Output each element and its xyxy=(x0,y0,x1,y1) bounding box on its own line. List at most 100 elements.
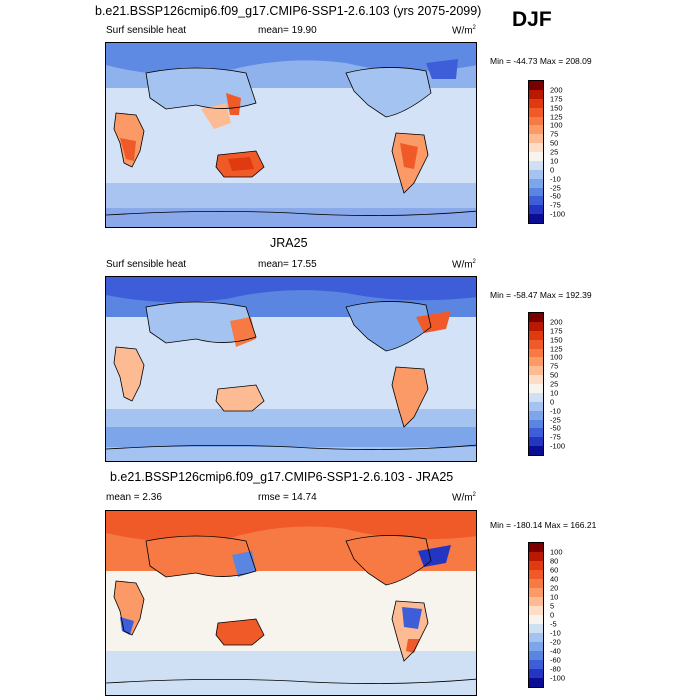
panel2-mean-label: mean= 17.55 xyxy=(258,259,317,270)
colorbar-cell xyxy=(529,579,543,588)
colorbar-tick-label: 100 xyxy=(550,120,563,130)
colorbar-cell xyxy=(529,375,543,384)
panel2-variable-label: Surf sensible heat xyxy=(106,259,187,270)
colorbar-cell xyxy=(529,401,543,411)
colorbar-tick-label: -50 xyxy=(550,423,561,433)
panel2-minmax: Min = -58.47 Max = 192.39 xyxy=(490,290,592,300)
colorbar-tick-label: -10 xyxy=(550,628,561,638)
panel2-map xyxy=(105,276,477,462)
panel1-map xyxy=(105,42,477,228)
colorbar-cell xyxy=(529,169,543,179)
panel3-mean-label: mean = 2.36 xyxy=(106,492,162,503)
panel1-minmax: Min = -44.73 Max = 208.09 xyxy=(490,56,592,66)
panel3-title: b.e21.BSSP126cmip6.f09_g17.CMIP6-SSP1-2.… xyxy=(110,470,454,484)
colorbar-cell xyxy=(529,125,543,135)
panel1-mean-label: mean= 19.90 xyxy=(258,25,317,36)
colorbar-tick-label: 125 xyxy=(550,111,563,121)
colorbar-tick-label: -25 xyxy=(550,182,561,192)
colorbar-tick-label: 175 xyxy=(550,94,563,103)
panel1-colorbar xyxy=(528,80,544,224)
colorbar-tick-label: 50 xyxy=(550,138,559,148)
colorbar-cell xyxy=(529,81,543,90)
colorbar-tick-label: 50 xyxy=(550,370,559,380)
colorbar-tick-label: 75 xyxy=(550,361,559,371)
colorbar-cell xyxy=(529,116,543,126)
colorbar-cell xyxy=(529,561,543,570)
colorbar-cell xyxy=(529,178,543,188)
colorbar-cell xyxy=(529,669,543,678)
colorbar-tick-label: 150 xyxy=(550,334,563,344)
colorbar-tick-label: 200 xyxy=(550,85,563,95)
panel2-units: W/m2 xyxy=(452,259,476,271)
colorbar-cell xyxy=(529,633,543,642)
colorbar-tick-label: 150 xyxy=(550,102,563,112)
colorbar-cell xyxy=(529,678,543,687)
panel1-variable-label: Surf sensible heat xyxy=(106,25,187,36)
colorbar-cell xyxy=(529,187,543,197)
colorbar-cell xyxy=(529,366,543,376)
colorbar-tick-label: 100 xyxy=(550,352,563,362)
colorbar-tick-label: 200 xyxy=(550,317,563,327)
colorbar-cell xyxy=(529,660,543,669)
colorbar-cell xyxy=(529,321,543,331)
colorbar-cell xyxy=(529,348,543,358)
colorbar-tick-label: -100 xyxy=(550,441,566,451)
colorbar-cell xyxy=(529,597,543,606)
colorbar-cell xyxy=(529,428,543,438)
colorbar-tick-label: 125 xyxy=(550,343,563,353)
colorbar-tick-label: -60 xyxy=(550,655,561,665)
colorbar-cell xyxy=(529,552,543,561)
colorbar-tick-label: -80 xyxy=(550,664,561,674)
colorbar-tick-label: 75 xyxy=(550,129,559,139)
colorbar-cell xyxy=(529,615,543,624)
colorbar-cell xyxy=(529,152,543,161)
colorbar-tick-label: 175 xyxy=(550,326,563,335)
colorbar-cell xyxy=(529,624,543,633)
panel3-colorbar xyxy=(528,542,544,688)
colorbar-tick-label: -100 xyxy=(550,209,566,219)
colorbar-cell xyxy=(529,437,543,447)
colorbar-tick-label: 100 xyxy=(550,547,563,557)
colorbar-tick-label: 80 xyxy=(550,556,559,566)
colorbar-tick-label: 25 xyxy=(550,379,559,389)
colorbar-cell xyxy=(529,543,543,552)
colorbar-tick-label: 60 xyxy=(550,565,559,575)
panel2-colorbar xyxy=(528,312,544,456)
colorbar-tick-label: -20 xyxy=(550,637,561,647)
colorbar-cell xyxy=(529,160,543,170)
colorbar-cell xyxy=(529,410,543,420)
colorbar-cell xyxy=(529,570,543,579)
panel2-title: JRA25 xyxy=(270,236,308,250)
panel3-rmse-label: rmse = 14.74 xyxy=(258,492,317,503)
colorbar-cell xyxy=(529,330,543,340)
colorbar-tick-label: -75 xyxy=(550,432,561,442)
colorbar-tick-label: -100 xyxy=(550,673,566,683)
colorbar-tick-label: 5 xyxy=(550,601,555,611)
colorbar-tick-label: 25 xyxy=(550,147,559,157)
colorbar-cell xyxy=(529,134,543,144)
season-label: DJF xyxy=(512,8,552,31)
colorbar-cell xyxy=(529,107,543,117)
colorbar-tick-label: 0 xyxy=(550,610,555,620)
colorbar-cell xyxy=(529,588,543,597)
colorbar-cell xyxy=(529,98,543,108)
colorbar-tick-label: 10 xyxy=(550,592,559,602)
panel3-map xyxy=(105,510,477,696)
colorbar-cell xyxy=(529,384,543,393)
panel1-title: b.e21.BSSP126cmip6.f09_g17.CMIP6-SSP1-2.… xyxy=(95,4,482,18)
colorbar-cell xyxy=(529,357,543,367)
colorbar-cell xyxy=(529,89,543,99)
colorbar-cell xyxy=(529,196,543,206)
colorbar-cell xyxy=(529,651,543,660)
colorbar-cell xyxy=(529,642,543,651)
colorbar-tick-label: -5 xyxy=(550,619,557,629)
colorbar-cell xyxy=(529,339,543,349)
colorbar-tick-label: 0 xyxy=(550,165,555,174)
colorbar-cell xyxy=(529,419,543,429)
colorbar-cell xyxy=(529,143,543,152)
colorbar-tick-label: -50 xyxy=(550,191,561,201)
colorbar-tick-label: -75 xyxy=(550,200,561,210)
colorbar-tick-label: 20 xyxy=(550,583,559,593)
colorbar-tick-label: -10 xyxy=(550,405,561,415)
panel3-units: W/m2 xyxy=(452,492,476,504)
